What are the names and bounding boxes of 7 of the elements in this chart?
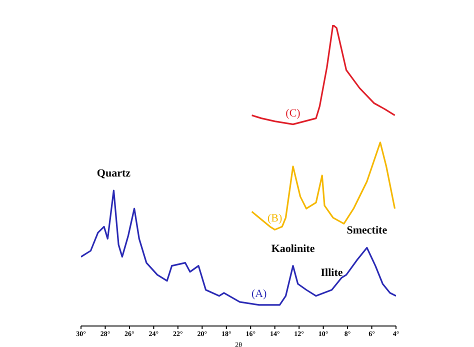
annotation: Illite bbox=[320, 266, 343, 279]
annotation: Kaolinite bbox=[271, 242, 315, 255]
series-label: (B) bbox=[268, 212, 283, 225]
series-label: (C) bbox=[286, 107, 301, 120]
series-label: (A) bbox=[251, 288, 268, 300]
annotation: Quartz bbox=[96, 168, 131, 180]
annotation: Smectite bbox=[346, 224, 388, 237]
